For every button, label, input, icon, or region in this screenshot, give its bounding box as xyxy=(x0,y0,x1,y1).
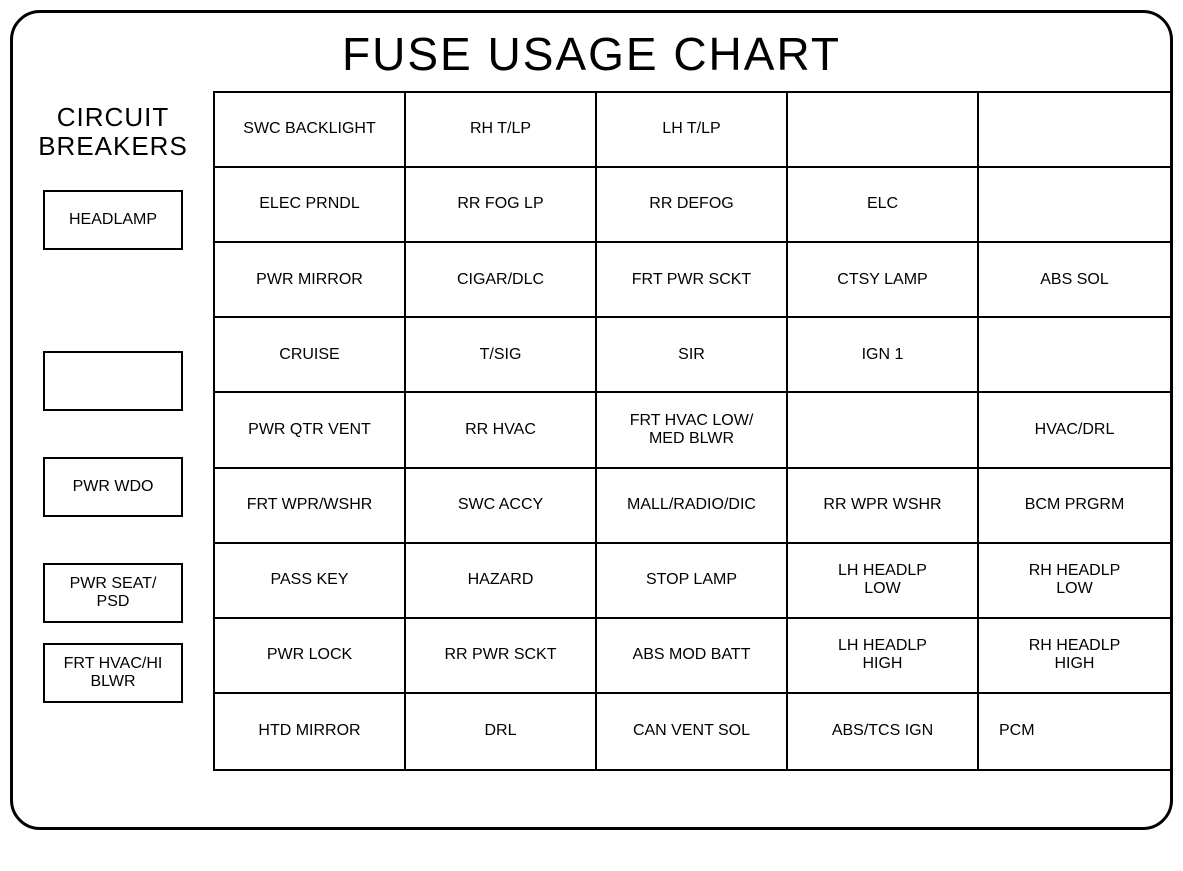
fuse-cell: CTSY LAMP xyxy=(788,243,979,318)
fuse-cell: STOP LAMP xyxy=(597,544,788,619)
fuse-grid: SWC BACKLIGHTRH T/LPLH T/LPELEC PRNDLRR … xyxy=(213,91,1170,771)
fuse-cell: CRUISE xyxy=(215,318,406,393)
fuse-cell: LH HEADLPLOW xyxy=(788,544,979,619)
breaker-label: PWR SEAT/PSD xyxy=(70,575,157,612)
fuse-cell xyxy=(788,93,979,168)
fuse-cell xyxy=(979,168,1170,243)
breakers-heading-line1: CIRCUIT xyxy=(57,102,169,132)
fuse-cell: DRL xyxy=(406,694,597,769)
fuse-cell: RR DEFOG xyxy=(597,168,788,243)
fuse-cell: RR HVAC xyxy=(406,393,597,468)
fuse-cell: CAN VENT SOL xyxy=(597,694,788,769)
breaker-label: PWR WDO xyxy=(73,478,154,496)
fuse-cell: PWR QTR VENT xyxy=(215,393,406,468)
fuse-cell: HAZARD xyxy=(406,544,597,619)
chart-frame: FUSE USAGE CHART CIRCUIT BREAKERS HEADLA… xyxy=(10,10,1173,830)
fuse-cell: LH T/LP xyxy=(597,93,788,168)
fuse-cell: PASS KEY xyxy=(215,544,406,619)
fuse-cell: IGN 1 xyxy=(788,318,979,393)
fuse-cell: RR WPR WSHR xyxy=(788,469,979,544)
fuse-cell: PWR LOCK xyxy=(215,619,406,694)
fuse-cell: RH T/LP xyxy=(406,93,597,168)
fuse-cell xyxy=(979,318,1170,393)
fuse-cell: FRT WPR/WSHR xyxy=(215,469,406,544)
fuse-cell: RR FOG LP xyxy=(406,168,597,243)
fuse-cell: CIGAR/DLC xyxy=(406,243,597,318)
fuse-cell: ELEC PRNDL xyxy=(215,168,406,243)
breaker-box: FRT HVAC/HIBLWR xyxy=(43,643,183,703)
fuse-cell: T/SIG xyxy=(406,318,597,393)
circuit-breakers-column: CIRCUIT BREAKERS HEADLAMP PWR WDO PWR SE… xyxy=(13,91,213,771)
fuse-cell: SIR xyxy=(597,318,788,393)
fuse-cell: LH HEADLPHIGH xyxy=(788,619,979,694)
chart-title: FUSE USAGE CHART xyxy=(13,13,1170,91)
fuse-cell xyxy=(788,393,979,468)
breakers-heading: CIRCUIT BREAKERS xyxy=(38,91,188,172)
fuse-cell: HTD MIRROR xyxy=(215,694,406,769)
fuse-cell: BCM PRGRM xyxy=(979,469,1170,544)
breaker-box xyxy=(43,351,183,411)
content-row: CIRCUIT BREAKERS HEADLAMP PWR WDO PWR SE… xyxy=(13,91,1170,771)
fuse-cell: RR PWR SCKT xyxy=(406,619,597,694)
bottom-strip xyxy=(13,771,1170,811)
breakers-heading-line2: BREAKERS xyxy=(38,131,188,161)
breaker-label: FRT HVAC/HIBLWR xyxy=(64,655,163,692)
fuse-cell: ELC xyxy=(788,168,979,243)
fuse-cell: SWC BACKLIGHT xyxy=(215,93,406,168)
fuse-cell: SWC ACCY xyxy=(406,469,597,544)
fuse-cell: MALL/RADIO/DIC xyxy=(597,469,788,544)
fuse-cell xyxy=(979,93,1170,168)
breaker-box: PWR WDO xyxy=(43,457,183,517)
breaker-box: PWR SEAT/PSD xyxy=(43,563,183,623)
fuse-cell: RH HEADLPLOW xyxy=(979,544,1170,619)
fuse-cell: RH HEADLPHIGH xyxy=(979,619,1170,694)
fuse-cell: ABS SOL xyxy=(979,243,1170,318)
fuse-cell: PCM xyxy=(979,694,1170,769)
fuse-cell: FRT PWR SCKT xyxy=(597,243,788,318)
breaker-box: HEADLAMP xyxy=(43,190,183,250)
fuse-cell: HVAC/DRL xyxy=(979,393,1170,468)
fuse-cell: ABS MOD BATT xyxy=(597,619,788,694)
fuse-cell: PWR MIRROR xyxy=(215,243,406,318)
breaker-label: HEADLAMP xyxy=(69,211,157,229)
fuse-cell: FRT HVAC LOW/MED BLWR xyxy=(597,393,788,468)
fuse-cell: ABS/TCS IGN xyxy=(788,694,979,769)
